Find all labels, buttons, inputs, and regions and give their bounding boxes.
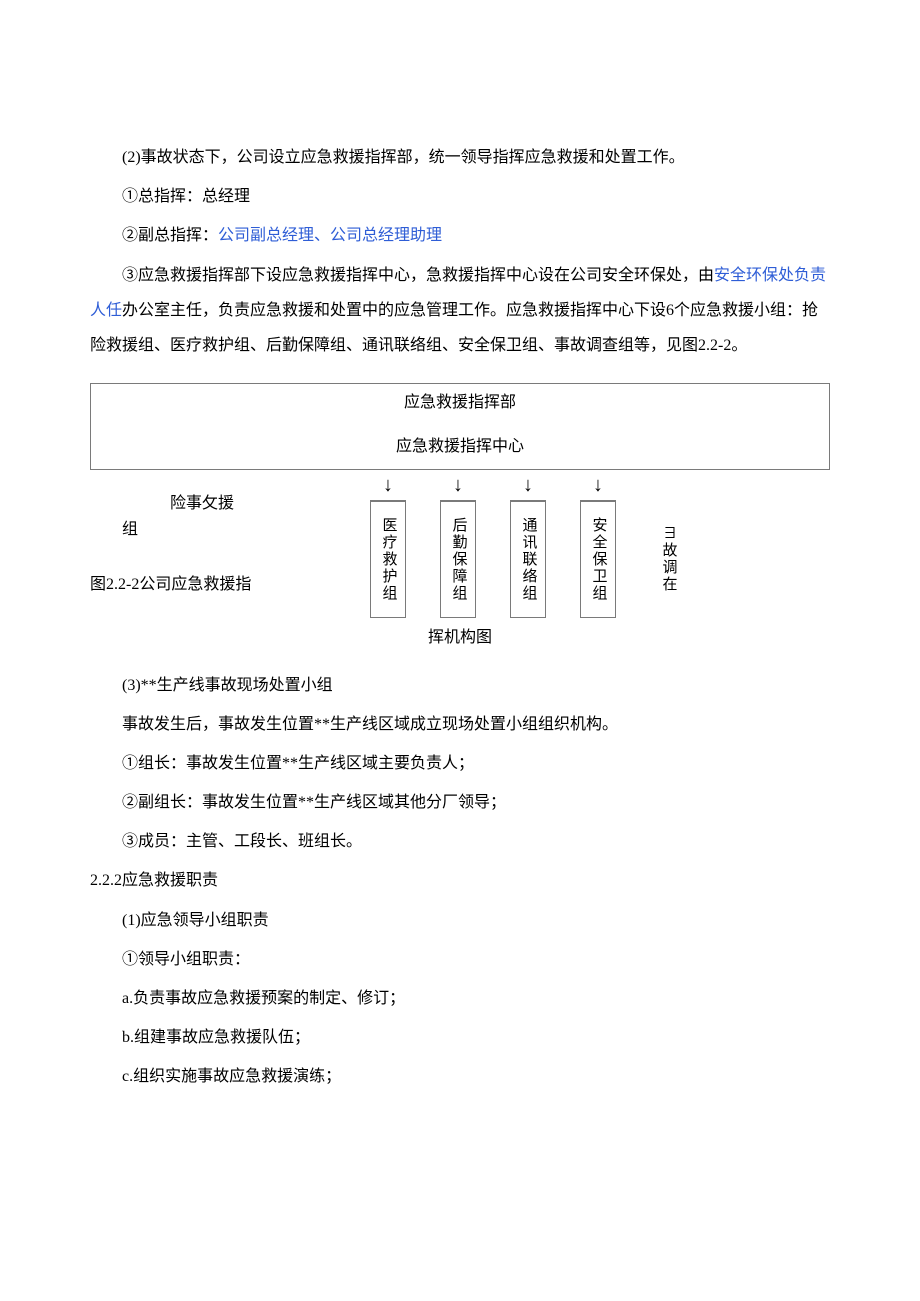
- text-blue-deputy: 公司副总经理、公司总经理助理: [218, 227, 442, 244]
- figure-label: 图2.2-2公司应急救援指: [90, 572, 350, 598]
- group-col-4: ↓ 安全保卫组: [580, 470, 616, 618]
- paragraph-center: ③应急救援指挥部下设应急救援指挥中心，急救援指挥中心设在公司安全环保处，由安全环…: [90, 258, 830, 364]
- left-label-line1: 险事攵援: [90, 491, 350, 517]
- chart-header-box: 应急救援指挥部 应急救援指挥中心: [90, 383, 830, 470]
- paragraph-duty-b: b.组建事故应急救援队伍；: [90, 1020, 830, 1055]
- text-seg2: 办公室主任，负责应急救援和处置中的应急管理工作。应急救援指挥中心下设6个应急救援…: [90, 302, 818, 354]
- paragraph-deputy-leader: ②副组长：事故发生位置**生产线区域其他分厂领导；: [90, 785, 830, 820]
- paragraph-duty-1-1: ①领导小组职责：: [90, 942, 830, 977]
- text-black: ②副总指挥：: [122, 227, 218, 244]
- section-heading-222: 2.2.2应急救援职责: [90, 863, 830, 898]
- group-col-1: ↓ 医疗救护组: [370, 470, 406, 618]
- arrow-icon: ↓: [453, 470, 463, 500]
- group-box-comm: 通讯联络组: [510, 500, 546, 618]
- paragraph-after-incident: 事故发生后，事故发生位置**生产线区域成立现场处置小组组织机构。: [90, 707, 830, 742]
- paragraph-members: ③成员：主管、工段长、班组长。: [90, 824, 830, 859]
- paragraph-3: (3)**生产线事故现场处置小组: [90, 668, 830, 703]
- paragraph-duty-a: a.负责事故应急救援预案的制定、修订；: [90, 981, 830, 1016]
- arrow-icon: ↓: [383, 470, 393, 500]
- org-chart: 应急救援指挥部 应急救援指挥中心 险事攵援 组 图2.2-2公司应急救援指 ↓ …: [90, 383, 830, 655]
- arrow-icon: ↓: [523, 470, 533, 500]
- chart-sub-row: 险事攵援 组 图2.2-2公司应急救援指 ↓ 医疗救护组 ↓ 后勤保障组 ↓ 通…: [90, 470, 830, 618]
- group-box-security: 安全保卫组: [580, 500, 616, 618]
- groups-area: ↓ 医疗救护组 ↓ 后勤保障组 ↓ 通讯联络组 ↓ 安全保卫组 ∃故调在: [360, 470, 830, 618]
- paragraph-deputy: ②副总指挥：公司副总经理、公司总经理助理: [90, 218, 830, 253]
- left-label-area: 险事攵援 组 图2.2-2公司应急救援指: [90, 470, 360, 618]
- group-col-3: ↓ 通讯联络组: [510, 470, 546, 618]
- group-col-2: ↓ 后勤保障组: [440, 470, 476, 618]
- chart-header-line2: 应急救援指挥中心: [91, 434, 829, 460]
- paragraph-2: (2)事故状态下，公司设立应急救援指挥部，统一领导指挥应急救援和处置工作。: [90, 140, 830, 175]
- group-col-5: ∃故调在: [650, 470, 686, 618]
- text-seg1: ③应急救援指挥部下设应急救援指挥中心，急救援指挥中心设在公司安全环保处，由: [122, 267, 714, 284]
- chart-header-line1: 应急救援指挥部: [91, 390, 829, 416]
- figure-caption-end: 挥机构图: [90, 620, 830, 655]
- left-label-line2: 组: [90, 517, 350, 543]
- arrow-icon: ↓: [593, 470, 603, 500]
- paragraph-duty-1: (1)应急领导小组职责: [90, 903, 830, 938]
- group-box-medical: 医疗救护组: [370, 500, 406, 618]
- paragraph-leader: ①组长：事故发生位置**生产线区域主要负责人；: [90, 746, 830, 781]
- group-box-logistics: 后勤保障组: [440, 500, 476, 618]
- group-box-investigation: ∃故调在: [650, 500, 686, 618]
- paragraph-duty-c: c.组织实施事故应急救援演练；: [90, 1059, 830, 1094]
- paragraph-commander: ①总指挥：总经理: [90, 179, 830, 214]
